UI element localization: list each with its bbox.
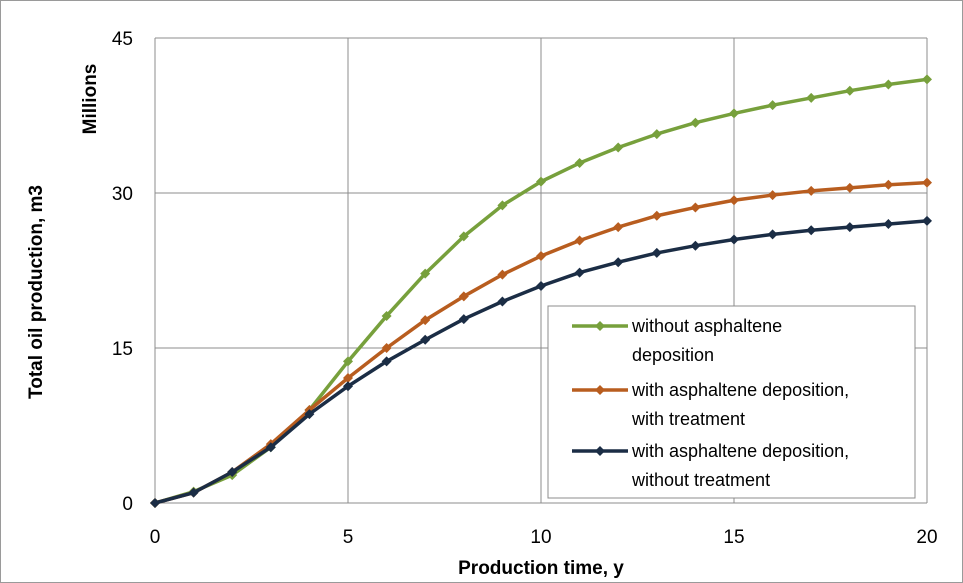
- x-tick-label: 20: [916, 527, 937, 548]
- data-point: [767, 229, 778, 240]
- x-tick-label: 10: [530, 527, 551, 548]
- data-point: [188, 487, 199, 498]
- data-point: [613, 222, 624, 233]
- data-point: [729, 108, 739, 119]
- data-point: [690, 202, 701, 213]
- data-point: [458, 291, 469, 302]
- data-point: [767, 190, 778, 201]
- data-point: [304, 409, 315, 420]
- x-axis-title: Production time, y: [458, 558, 624, 579]
- y-axis-title: Total oil production, m3: [26, 185, 47, 399]
- data-point: [844, 222, 855, 233]
- legend-entry-3: with asphaltene deposition, without treat…: [572, 441, 849, 490]
- legend-label: with asphaltene deposition,: [631, 441, 849, 461]
- y-unit-label: Millions: [80, 64, 101, 135]
- series-layer: [150, 74, 932, 508]
- data-point: [343, 356, 353, 367]
- data-point: [381, 356, 392, 367]
- data-point: [690, 240, 701, 251]
- legend-label: without treatment: [631, 470, 770, 490]
- data-point: [536, 281, 546, 291]
- data-point: [458, 231, 469, 242]
- x-tick-label: 5: [343, 527, 354, 548]
- y-tick-label: 15: [112, 339, 133, 360]
- data-point: [343, 381, 353, 392]
- y-tick-label: 0: [122, 494, 133, 515]
- data-point: [420, 315, 431, 326]
- data-point: [729, 195, 739, 206]
- data-point: [922, 74, 932, 85]
- data-point: [806, 185, 817, 196]
- data-point: [651, 247, 662, 258]
- data-point: [536, 251, 546, 262]
- data-point: [806, 92, 817, 103]
- data-point: [497, 296, 508, 307]
- legend-entry-1: without asphaltene deposition: [572, 316, 782, 365]
- legend-box: [547, 305, 916, 499]
- legend-label: deposition: [632, 345, 714, 365]
- y-tick-label: 45: [112, 29, 133, 50]
- data-point: [806, 225, 817, 236]
- data-point: [536, 176, 546, 187]
- data-point: [381, 310, 392, 321]
- legend-label: without asphaltene: [631, 316, 782, 336]
- data-point: [767, 100, 778, 111]
- data-point: [844, 85, 855, 96]
- tick-labels: 0 15 30 45 0 5 10 15 20: [112, 29, 938, 548]
- data-point: [883, 79, 894, 90]
- data-point: [420, 334, 431, 345]
- data-point: [613, 257, 624, 268]
- y-tick-label: 30: [112, 184, 133, 205]
- data-point: [265, 442, 276, 453]
- legend-label: with treatment: [631, 409, 745, 429]
- data-point: [883, 179, 894, 190]
- data-point: [922, 215, 932, 226]
- data-point: [497, 200, 508, 211]
- data-point: [613, 142, 624, 153]
- data-point: [729, 234, 739, 245]
- x-tick-label: 0: [150, 527, 161, 548]
- legend: without asphaltene deposition with asphalt…: [547, 305, 916, 499]
- legend-marker: [595, 385, 605, 395]
- data-point: [651, 129, 662, 140]
- data-point: [150, 498, 160, 508]
- legend-entry-2: with asphaltene deposition, with treatmen…: [572, 380, 849, 429]
- data-point: [458, 314, 469, 325]
- data-point: [651, 210, 662, 221]
- data-point: [883, 219, 894, 229]
- data-point: [922, 177, 932, 188]
- data-point: [690, 117, 701, 128]
- data-point: [381, 343, 392, 353]
- data-point: [574, 235, 585, 246]
- data-point: [497, 269, 508, 280]
- series-3: [150, 215, 932, 508]
- legend-marker: [595, 321, 605, 331]
- x-tick-label: 15: [723, 527, 744, 548]
- grid-layer: [154, 37, 928, 504]
- data-point: [574, 267, 585, 278]
- data-point: [420, 268, 431, 279]
- legend-marker: [595, 446, 605, 456]
- data-point: [343, 372, 353, 383]
- data-point: [574, 158, 585, 169]
- data-point: [844, 182, 855, 193]
- legend-label: with asphaltene deposition,: [631, 380, 849, 400]
- data-point: [227, 467, 238, 477]
